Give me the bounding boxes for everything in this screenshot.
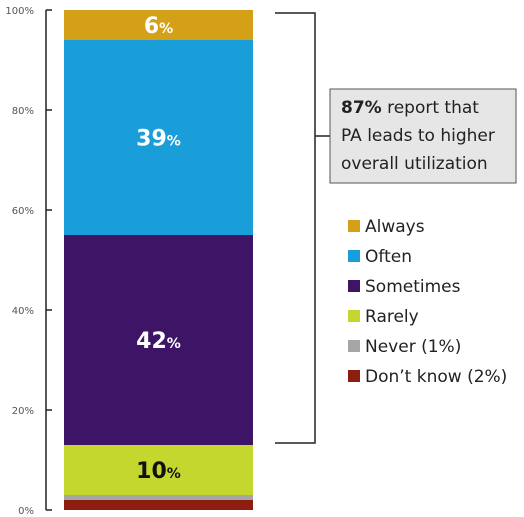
bar-segment — [64, 235, 253, 445]
legend-swatch — [348, 370, 360, 382]
bar-segment — [64, 40, 253, 235]
legend-label: Rarely — [365, 307, 419, 327]
legend-label: Never (1%) — [365, 337, 461, 357]
callout-line-3: overall utilization — [341, 154, 488, 174]
segment-value-label: 6% — [144, 14, 173, 39]
y-tick-label: 80% — [12, 106, 34, 117]
callout-background — [329, 88, 517, 184]
legend-swatch — [348, 340, 360, 352]
bracket-line — [275, 12, 316, 444]
y-tick-label: 20% — [12, 406, 34, 417]
legend: Always Often Sometimes Rarely Never (1%) Don’… — [348, 217, 507, 387]
segment-value-label: 42% — [136, 329, 181, 354]
y-axis: 0% 20% 40% 60% 80% 100% — [5, 6, 52, 517]
bar-segment — [64, 10, 253, 40]
legend-swatch — [348, 280, 360, 292]
y-tick-label: 40% — [12, 306, 34, 317]
legend-label: Sometimes — [365, 277, 461, 297]
segment-value-label: 10% — [136, 459, 181, 484]
y-tick-label: 100% — [5, 6, 34, 17]
segment-value-label: 39% — [136, 127, 181, 152]
bar-segment — [64, 445, 253, 495]
y-tick-label: 60% — [12, 206, 34, 217]
callout-bracket — [275, 12, 330, 444]
legend-label: Always — [365, 217, 425, 237]
legend-label: Often — [365, 247, 412, 267]
callout-line-2: PA leads to higher — [341, 126, 495, 146]
legend-label: Don’t know (2%) — [365, 367, 507, 387]
callout-highlight: 87% — [341, 98, 382, 118]
bar-segment — [64, 495, 253, 500]
callout-box: 87% report that PA leads to higher overa… — [329, 88, 517, 184]
legend-swatch — [348, 250, 360, 262]
legend-swatch — [348, 220, 360, 232]
bar-segment — [64, 500, 253, 510]
stacked-bar: 10% 42% 39% 6% — [64, 10, 253, 510]
legend-swatch — [348, 310, 360, 322]
callout-line-1: 87% report that — [341, 98, 479, 118]
y-tick-label: 0% — [18, 506, 34, 517]
callout-line-1-rest: report that — [382, 98, 480, 118]
